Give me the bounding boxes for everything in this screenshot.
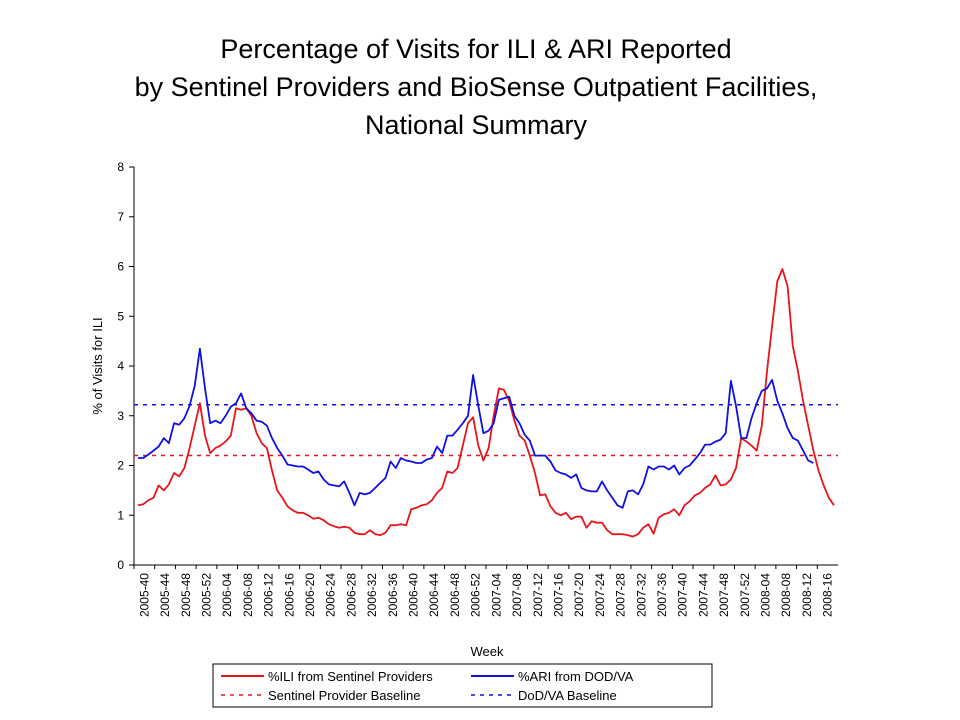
ili-sentinel-series-line: [137, 268, 835, 538]
y-tick-label: 7: [117, 210, 124, 224]
x-tick-label: 2007-04: [489, 573, 503, 617]
y-tick-label: 8: [117, 160, 124, 174]
x-tick-label: 2007-28: [614, 573, 628, 617]
legend: %ILI from Sentinel Providers %ARI from D…: [212, 663, 713, 708]
x-tick-label: 2005-48: [179, 573, 193, 617]
x-axis-label: Week: [471, 644, 504, 659]
x-tick-label: 2006-08: [241, 573, 255, 617]
x-tick-label: 2006-52: [469, 573, 483, 617]
legend-label-ari: %ARI from DOD/VA: [518, 669, 634, 684]
x-tick-label: 2007-24: [593, 573, 607, 617]
y-tick-label: 1: [117, 508, 124, 522]
y-tick-label: 5: [117, 309, 124, 323]
legend-box: [212, 663, 713, 708]
x-tick-label: 2008-12: [800, 573, 814, 617]
x-tick-label: 2007-12: [531, 573, 545, 617]
y-tick-label: 0: [117, 558, 124, 572]
x-tick-label: 2006-20: [303, 573, 317, 617]
x-tick-label: 2005-40: [137, 573, 151, 617]
ari-dodva-series-line: [138, 347, 814, 509]
x-tick-label: 2007-36: [655, 573, 669, 617]
x-tick-label: 2007-48: [717, 573, 731, 617]
x-tick-label: 2006-32: [365, 573, 379, 617]
legend-label-ili: %ILI from Sentinel Providers: [268, 669, 433, 684]
x-tick-label: 2006-28: [344, 573, 358, 617]
x-tick-label: 2007-32: [634, 573, 648, 617]
y-tick-label: 3: [117, 409, 124, 423]
x-tick-label: 2008-16: [821, 573, 835, 617]
x-tick-label: 2007-52: [738, 573, 752, 617]
chart-title-line-1: Percentage of Visits for ILI & ARI Repor…: [220, 34, 731, 64]
y-tick-label: 6: [117, 260, 124, 274]
legend-label-dodva-baseline: DoD/VA Baseline: [518, 688, 617, 703]
x-tick-label: 2007-40: [676, 573, 690, 617]
y-axis-label: % of Visits for ILI: [90, 317, 105, 414]
x-tick-label: 2007-44: [696, 573, 710, 617]
x-tick-label: 2006-04: [220, 573, 234, 617]
x-tick-label: 2007-20: [572, 573, 586, 617]
x-tick-label: 2006-24: [324, 573, 338, 617]
x-tick-label: 2005-52: [199, 573, 213, 617]
legend-label-sentinel-baseline: Sentinel Provider Baseline: [268, 688, 420, 703]
x-tick-label: 2007-08: [510, 573, 524, 617]
x-tick-label: 2006-44: [427, 573, 441, 617]
x-tick-label: 2007-16: [551, 573, 565, 617]
y-tick-label: 2: [117, 459, 124, 473]
x-tick-label: 2008-04: [759, 573, 773, 617]
x-tick-label: 2006-16: [282, 573, 296, 617]
x-tick-label: 2006-12: [262, 573, 276, 617]
plot-area: 0 1 2 3 4 5 6 7 8 2005-40 2005-44 2005-48 2005-52 200…: [117, 160, 838, 617]
x-tick-label: 2006-40: [407, 573, 421, 617]
chart-title-line-2: by Sentinel Providers and BioSense Outpa…: [135, 72, 818, 102]
y-tick-label: 4: [117, 359, 124, 373]
chart-title-line-3: National Summary: [365, 110, 588, 140]
x-tick-label: 2006-36: [386, 573, 400, 617]
x-tick-label: 2005-44: [158, 573, 172, 617]
x-tick-label: 2006-48: [448, 573, 462, 617]
x-tick-label: 2008-08: [779, 573, 793, 617]
